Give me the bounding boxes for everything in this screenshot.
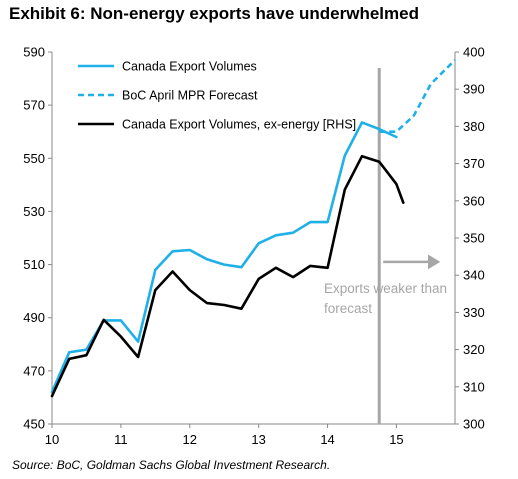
- chart-source: Source: BoC, Goldman Sachs Global Invest…: [12, 458, 331, 472]
- series-line-1: [50, 121, 398, 394]
- legend-label-3: Canada Export Volumes, ex-energy [RHS]: [122, 118, 356, 132]
- x-tick-label: 13: [251, 432, 265, 447]
- annotation: Exports weaker than forecast: [324, 68, 447, 424]
- right-tick-label: 370: [463, 156, 485, 171]
- legend-label-2: BoC April MPR Forecast: [122, 89, 258, 103]
- legend-label-1: Canada Export Volumes: [122, 60, 257, 74]
- left-tick-label: 470: [23, 363, 45, 378]
- right-tick-label: 320: [463, 342, 485, 357]
- right-tick-label: 350: [463, 231, 485, 246]
- left-tick-label: 590: [23, 45, 45, 60]
- x-tick-label: 12: [183, 432, 197, 447]
- x-tick-label: 15: [389, 432, 403, 447]
- right-tick-label: 390: [463, 82, 485, 97]
- tick-labels: 450 470 490 510 530 550 570 590 300 310 320 330 340 3…: [23, 45, 484, 448]
- left-tick-label: 490: [23, 310, 45, 325]
- x-tick-label: 10: [45, 432, 59, 447]
- left-tick-label: 450: [23, 417, 45, 432]
- axes: [48, 51, 459, 428]
- right-tick-label: 300: [463, 417, 485, 432]
- x-tick-label: 14: [320, 432, 334, 447]
- series-line-2: [379, 59, 456, 133]
- right-tick-label: 330: [463, 305, 485, 320]
- series-line-3: [50, 154, 405, 398]
- annotation-text-line1: Exports weaker than: [324, 281, 447, 296]
- right-tick-label: 400: [463, 45, 485, 60]
- right-tick-label: 380: [463, 119, 485, 134]
- chart-title: Exhibit 6: Non-energy exports have under…: [9, 4, 419, 23]
- left-tick-label: 510: [23, 257, 45, 272]
- right-tick-label: 310: [463, 379, 485, 394]
- series-lines: [50, 59, 456, 398]
- right-tick-label: 360: [463, 193, 485, 208]
- legend: Canada Export Volumes BoC April MPR Forec…: [78, 60, 356, 132]
- right-tick-label: 340: [463, 268, 485, 283]
- annotation-text-line2: forecast: [324, 301, 372, 316]
- left-tick-label: 550: [23, 151, 45, 166]
- left-tick-label: 530: [23, 204, 45, 219]
- x-tick-label: 11: [114, 432, 128, 447]
- left-tick-label: 570: [23, 98, 45, 113]
